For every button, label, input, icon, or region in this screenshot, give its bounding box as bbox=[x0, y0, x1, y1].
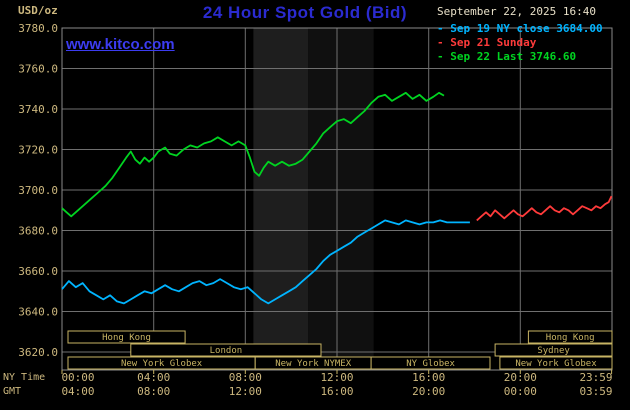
datetime-label: September 22, 2025 16:40 bbox=[437, 5, 596, 18]
x-axis-label-ny: 04:00 bbox=[137, 371, 170, 384]
kitco-watermark-link[interactable]: www.kitco.com bbox=[66, 36, 175, 53]
session-box bbox=[499, 356, 613, 370]
page-title: 24 Hour Spot Gold (Bid) bbox=[202, 3, 408, 22]
gmt-axis-label: GMT bbox=[3, 386, 22, 397]
y-axis-label: 3640.0 bbox=[18, 306, 58, 319]
session-box-label: NY Globex bbox=[406, 359, 455, 369]
x-axis-label-gmt: 03:59 bbox=[579, 385, 612, 398]
y-axis-label: 3760.0 bbox=[18, 63, 58, 76]
session-box bbox=[527, 330, 613, 344]
session-box-label: Sydney bbox=[537, 346, 570, 356]
session-box-label: New York Globex bbox=[515, 359, 597, 369]
y-axis-label: 3660.0 bbox=[18, 265, 58, 278]
session-box bbox=[494, 343, 613, 357]
session-box-label: New York Globex bbox=[121, 359, 203, 369]
x-axis-label-gmt: 16:00 bbox=[320, 385, 353, 398]
x-axis-label-gmt: 08:00 bbox=[137, 385, 170, 398]
y-axis-unit-label: USD/oz bbox=[18, 4, 58, 17]
x-axis-label-gmt: 20:00 bbox=[412, 385, 445, 398]
session-box bbox=[67, 330, 186, 344]
x-axis-label-gmt: 00:00 bbox=[504, 385, 537, 398]
x-axis-label-ny: 08:00 bbox=[229, 371, 262, 384]
y-axis-label: 3620.0 bbox=[18, 346, 58, 359]
x-axis-label-ny: 23:59 bbox=[579, 371, 612, 384]
session-box bbox=[370, 356, 491, 370]
y-axis-label: 3740.0 bbox=[18, 103, 58, 116]
legend-item-sep22-last: - Sep 22 Last 3746.60 bbox=[437, 50, 577, 63]
ny-time-axis-label: NY Time bbox=[3, 372, 46, 383]
series-line-sep-21-sunday bbox=[476, 195, 613, 222]
y-axis-label: 3720.0 bbox=[18, 144, 58, 157]
x-axis-label-gmt: 04:00 bbox=[61, 385, 94, 398]
y-axis-label: 3780.0 bbox=[18, 22, 58, 35]
x-axis-label-ny: 20:00 bbox=[504, 371, 537, 384]
legend-item-sep19-close: - Sep 19 NY close 3684.00 bbox=[437, 22, 603, 35]
legend: - Sep 19 NY close 3684.00 - Sep 21 Sunda… bbox=[437, 22, 603, 64]
y-axis-label: 3680.0 bbox=[18, 225, 58, 238]
series-line-sep-22 bbox=[61, 91, 445, 218]
x-axis-label-ny: 00:00 bbox=[61, 371, 94, 384]
legend-item-sep21-sunday: - Sep 21 Sunday bbox=[437, 36, 537, 49]
series-line-sep-19-ny-close bbox=[61, 219, 470, 305]
session-box-label: London bbox=[210, 346, 243, 356]
x-axis-label-ny: 12:00 bbox=[320, 371, 353, 384]
session-box-label: Hong Kong bbox=[102, 333, 151, 343]
session-shade-band bbox=[253, 28, 309, 370]
session-box-label: Hong Kong bbox=[546, 333, 595, 343]
x-axis-label-ny: 16:00 bbox=[412, 371, 445, 384]
session-shade-band bbox=[308, 28, 374, 370]
session-box bbox=[130, 343, 322, 357]
y-axis-label: 3700.0 bbox=[18, 184, 58, 197]
session-box-label: New York NYMEX bbox=[275, 359, 351, 369]
x-axis-label-gmt: 12:00 bbox=[229, 385, 262, 398]
